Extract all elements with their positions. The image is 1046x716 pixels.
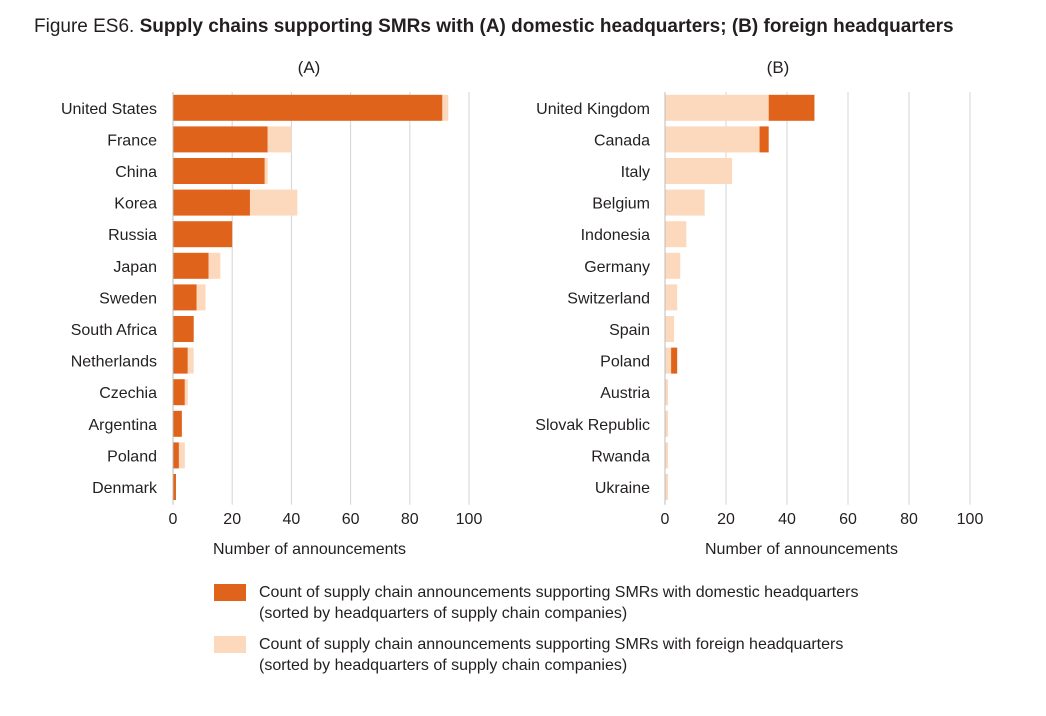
category-label-a-netherlands: Netherlands [71, 354, 157, 371]
bar-b-rwanda-foreign [665, 442, 669, 469]
x-axis-label-b: Number of announcements [705, 541, 898, 558]
category-label-a-russia: Russia [108, 227, 157, 244]
bar-a-argentina-domestic [173, 410, 182, 437]
tick-label-b-100: 100 [957, 511, 984, 528]
panel-title-b: (B) [767, 58, 790, 77]
bar-a-czechia-domestic [173, 379, 185, 406]
category-label-b-spain: Spain [609, 322, 650, 339]
bar-a-united-states-foreign [442, 94, 449, 121]
category-label-b-slovak-republic: Slovak Republic [535, 417, 650, 434]
bar-a-china-domestic [173, 158, 265, 184]
legend-sublabel-foreign: (sorted by headquarters of supply chain … [259, 657, 628, 674]
tick-label-a-60: 60 [342, 511, 360, 528]
bar-a-poland-foreign [178, 442, 185, 469]
tick-label-a-80: 80 [401, 511, 419, 528]
category-label-b-canada: Canada [594, 132, 650, 149]
category-label-b-germany: Germany [584, 259, 650, 276]
bar-a-japan-foreign [208, 252, 221, 279]
bar-a-france-foreign [267, 126, 292, 153]
category-label-b-rwanda: Rwanda [591, 448, 650, 465]
bar-b-ukraine-foreign [665, 474, 669, 500]
category-label-a-france: France [107, 132, 157, 149]
figure-heading: Supply chains supporting SMRs with (A) d… [139, 16, 954, 37]
bar-a-sweden-domestic [173, 284, 197, 311]
figure-number: Figure ES6. [34, 16, 135, 37]
bar-b-united-kingdom-domestic [768, 94, 815, 121]
category-label-a-japan: Japan [113, 259, 157, 276]
category-label-b-austria: Austria [600, 385, 650, 402]
bar-b-poland-domestic [671, 347, 678, 374]
legend: Count of supply chain announcements supp… [214, 582, 858, 686]
legend-label-foreign: Count of supply chain announcements supp… [259, 636, 844, 653]
bar-b-germany-foreign [665, 252, 681, 279]
tick-label-a-40: 40 [283, 511, 301, 528]
category-label-a-united-states: United States [61, 101, 157, 118]
bar-b-italy-foreign [665, 158, 733, 184]
category-label-a-korea: Korea [114, 196, 157, 213]
bar-b-indonesia-foreign [665, 221, 687, 248]
category-label-a-czechia: Czechia [99, 385, 157, 402]
bar-b-switzerland-foreign [665, 284, 678, 311]
bar-a-united-states-domestic [173, 94, 443, 121]
bar-b-canada-foreign [665, 126, 760, 153]
bar-a-sweden-foreign [196, 284, 206, 311]
bar-a-korea-foreign [249, 189, 298, 216]
bar-a-japan-domestic [173, 252, 209, 279]
bar-a-south-africa-domestic [173, 316, 194, 342]
category-label-b-switzerland: Switzerland [567, 290, 650, 307]
x-axis-label-a: Number of announcements [213, 541, 406, 558]
bar-a-china-foreign [264, 158, 268, 184]
bar-b-slovak-republic-foreign [665, 410, 669, 437]
category-label-a-sweden: Sweden [99, 290, 157, 307]
panel-title-a: (A) [298, 58, 321, 77]
tick-label-a-0: 0 [169, 511, 178, 528]
legend-item-foreign: Count of supply chain announcements supp… [214, 634, 858, 676]
category-label-a-denmark: Denmark [92, 480, 158, 497]
bar-b-belgium-foreign [665, 189, 705, 216]
figure-title: Figure ES6. Supply chains supporting SMR… [34, 16, 954, 38]
bar-a-netherlands-foreign [187, 347, 194, 374]
bar-b-united-kingdom-foreign [665, 94, 769, 121]
legend-sublabel-domestic: (sorted by headquarters of supply chain … [259, 605, 628, 622]
bar-b-poland-foreign [665, 347, 672, 374]
category-label-a-south-africa: South Africa [71, 322, 157, 339]
category-label-a-argentina: Argentina [89, 417, 158, 434]
legend-item-domestic: Count of supply chain announcements supp… [214, 582, 858, 624]
bar-b-austria-foreign [665, 379, 669, 406]
category-label-b-italy: Italy [621, 164, 650, 181]
category-label-b-ukraine: Ukraine [595, 480, 650, 497]
bar-a-france-domestic [173, 126, 268, 153]
tick-label-a-20: 20 [223, 511, 241, 528]
tick-label-a-100: 100 [456, 511, 483, 528]
legend-swatch-foreign [214, 636, 246, 653]
category-label-a-china: China [115, 164, 157, 181]
bar-a-poland-domestic [173, 442, 179, 469]
bar-b-canada-domestic [759, 126, 769, 153]
bar-a-russia-domestic [173, 221, 233, 248]
category-label-b-poland: Poland [600, 354, 650, 371]
tick-label-b-40: 40 [778, 511, 796, 528]
tick-label-b-80: 80 [900, 511, 918, 528]
tick-label-b-60: 60 [839, 511, 857, 528]
tick-label-b-20: 20 [717, 511, 735, 528]
bar-a-denmark-domestic [173, 474, 176, 500]
tick-label-b-0: 0 [661, 511, 670, 528]
legend-swatch-domestic [214, 584, 246, 601]
category-label-b-united-kingdom: United Kingdom [536, 101, 650, 118]
category-label-a-poland: Poland [107, 448, 157, 465]
category-label-b-indonesia: Indonesia [581, 227, 650, 244]
bar-a-korea-domestic [173, 189, 250, 216]
bar-b-spain-foreign [665, 316, 675, 342]
legend-label-domestic: Count of supply chain announcements supp… [259, 584, 859, 601]
bar-a-netherlands-domestic [173, 347, 188, 374]
bar-a-czechia-foreign [184, 379, 188, 406]
category-label-b-belgium: Belgium [592, 196, 650, 213]
